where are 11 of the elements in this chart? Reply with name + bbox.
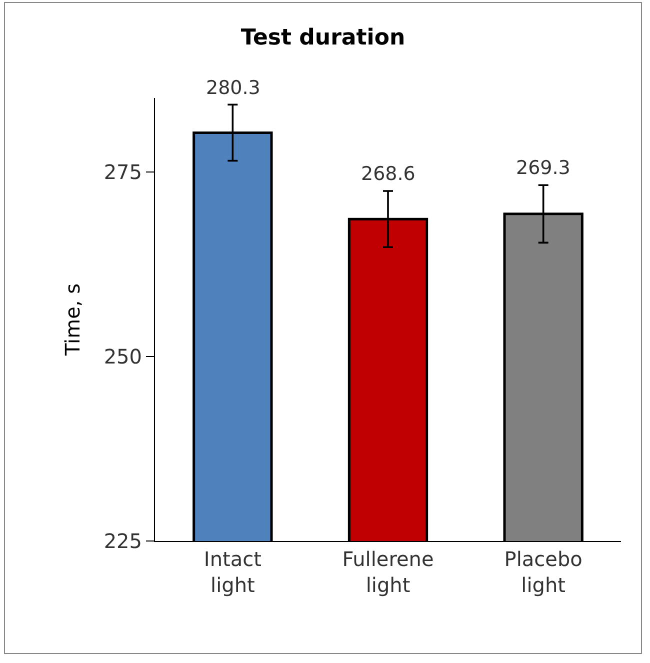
- y-tick-label: 225: [104, 529, 142, 553]
- x-tick-label: Placebo light: [504, 547, 582, 597]
- x-tick-label: Fullerene light: [342, 547, 434, 597]
- y-axis-title: Time, s: [60, 283, 84, 357]
- data-label: 268.6: [361, 163, 416, 185]
- data-label: 280.3: [206, 77, 260, 99]
- data-label: 269.3: [516, 157, 570, 179]
- y-tick-label: 275: [104, 160, 142, 184]
- x-tick-label: Intact light: [204, 547, 262, 597]
- y-tick-label: 250: [104, 344, 142, 368]
- chart-title: Test duration: [240, 25, 406, 50]
